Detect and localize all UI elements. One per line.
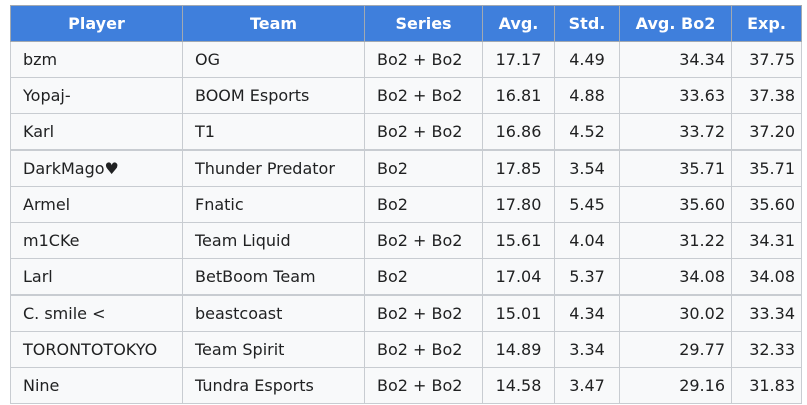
- table-row: Armel Fnatic Bo2 17.80 5.45 35.60 35.60: [10, 186, 802, 223]
- table-row: Larl BetBoom Team Bo2 17.04 5.37 34.08 3…: [10, 258, 802, 296]
- cell-std: 3.47: [554, 367, 620, 404]
- cell-team: beastcoast: [182, 294, 365, 332]
- header-team[interactable]: Team: [182, 5, 365, 42]
- cell-avg: 17.04: [482, 258, 555, 296]
- cell-exp: 35.71: [731, 149, 802, 187]
- cell-player: Larl: [10, 258, 183, 296]
- cell-avg-bo2: 34.34: [619, 41, 732, 78]
- cell-team: Team Spirit: [182, 331, 365, 368]
- cell-avg-bo2: 34.08: [619, 258, 732, 296]
- cell-player: DarkMago♥: [10, 149, 183, 187]
- cell-exp: 37.75: [731, 41, 802, 78]
- cell-team: Team Liquid: [182, 222, 365, 259]
- cell-player: TORONTOTOKYO: [10, 331, 183, 368]
- cell-team: Thunder Predator: [182, 149, 365, 187]
- cell-avg-bo2: 35.60: [619, 186, 732, 223]
- header-exp[interactable]: Exp.: [731, 5, 802, 42]
- cell-team: T1: [182, 113, 365, 151]
- cell-avg-bo2: 31.22: [619, 222, 732, 259]
- header-series[interactable]: Series: [364, 5, 483, 42]
- cell-avg-bo2: 29.16: [619, 367, 732, 404]
- cell-exp: 37.20: [731, 113, 802, 151]
- cell-exp: 32.33: [731, 331, 802, 368]
- cell-std: 4.88: [554, 77, 620, 114]
- header-avg[interactable]: Avg.: [482, 5, 555, 42]
- cell-player: m1CKe: [10, 222, 183, 259]
- cell-avg-bo2: 29.77: [619, 331, 732, 368]
- cell-exp: 37.38: [731, 77, 802, 114]
- cell-series: Bo2 + Bo2: [364, 222, 483, 259]
- cell-std: 4.04: [554, 222, 620, 259]
- cell-avg: 17.80: [482, 186, 555, 223]
- cell-avg-bo2: 33.72: [619, 113, 732, 151]
- cell-team: Fnatic: [182, 186, 365, 223]
- cell-exp: 35.60: [731, 186, 802, 223]
- cell-std: 5.37: [554, 258, 620, 296]
- cell-series: Bo2 + Bo2: [364, 331, 483, 368]
- cell-series: Bo2 + Bo2: [364, 77, 483, 114]
- table-row: TORONTOTOKYO Team Spirit Bo2 + Bo2 14.89…: [10, 331, 802, 368]
- cell-team: BetBoom Team: [182, 258, 365, 296]
- table-row: C. smile < beastcoast Bo2 + Bo2 15.01 4.…: [10, 294, 802, 332]
- cell-player: bzm: [10, 41, 183, 78]
- cell-std: 4.34: [554, 294, 620, 332]
- cell-team: Tundra Esports: [182, 367, 365, 404]
- table-row: Nine Tundra Esports Bo2 + Bo2 14.58 3.47…: [10, 367, 802, 404]
- cell-exp: 34.31: [731, 222, 802, 259]
- cell-series: Bo2 + Bo2: [364, 41, 483, 78]
- cell-avg: 14.89: [482, 331, 555, 368]
- cell-avg: 15.61: [482, 222, 555, 259]
- table-row: m1CKe Team Liquid Bo2 + Bo2 15.61 4.04 3…: [10, 222, 802, 259]
- cell-series: Bo2: [364, 149, 483, 187]
- cell-avg: 17.17: [482, 41, 555, 78]
- header-player[interactable]: Player: [10, 5, 183, 42]
- cell-avg: 16.81: [482, 77, 555, 114]
- table-row: Karl T1 Bo2 + Bo2 16.86 4.52 33.72 37.20: [10, 113, 802, 151]
- cell-avg-bo2: 35.71: [619, 149, 732, 187]
- cell-series: Bo2: [364, 186, 483, 223]
- cell-player: C. smile <: [10, 294, 183, 332]
- cell-avg-bo2: 30.02: [619, 294, 732, 332]
- header-avg-bo2[interactable]: Avg. Bo2: [619, 5, 732, 42]
- cell-std: 4.52: [554, 113, 620, 151]
- cell-exp: 33.34: [731, 294, 802, 332]
- cell-series: Bo2 + Bo2: [364, 113, 483, 151]
- table-row: Yopaj- BOOM Esports Bo2 + Bo2 16.81 4.88…: [10, 77, 802, 114]
- cell-series: Bo2: [364, 258, 483, 296]
- cell-avg: 16.86: [482, 113, 555, 151]
- header-row: Player Team Series Avg. Std. Avg. Bo2 Ex…: [10, 5, 802, 42]
- cell-player: Yopaj-: [10, 77, 183, 114]
- cell-series: Bo2 + Bo2: [364, 294, 483, 332]
- cell-player: Armel: [10, 186, 183, 223]
- cell-std: 4.49: [554, 41, 620, 78]
- cell-player: Nine: [10, 367, 183, 404]
- header-std[interactable]: Std.: [554, 5, 620, 42]
- cell-std: 5.45: [554, 186, 620, 223]
- cell-avg: 14.58: [482, 367, 555, 404]
- table-row: DarkMago♥ Thunder Predator Bo2 17.85 3.5…: [10, 149, 802, 187]
- cell-avg: 15.01: [482, 294, 555, 332]
- cell-exp: 31.83: [731, 367, 802, 404]
- cell-avg-bo2: 33.63: [619, 77, 732, 114]
- cell-series: Bo2 + Bo2: [364, 367, 483, 404]
- cell-team: BOOM Esports: [182, 77, 365, 114]
- player-stats-table: Player Team Series Avg. Std. Avg. Bo2 Ex…: [10, 5, 802, 404]
- table-row: bzm OG Bo2 + Bo2 17.17 4.49 34.34 37.75: [10, 41, 802, 78]
- cell-exp: 34.08: [731, 258, 802, 296]
- cell-avg: 17.85: [482, 149, 555, 187]
- cell-player: Karl: [10, 113, 183, 151]
- cell-std: 3.34: [554, 331, 620, 368]
- cell-team: OG: [182, 41, 365, 78]
- cell-std: 3.54: [554, 149, 620, 187]
